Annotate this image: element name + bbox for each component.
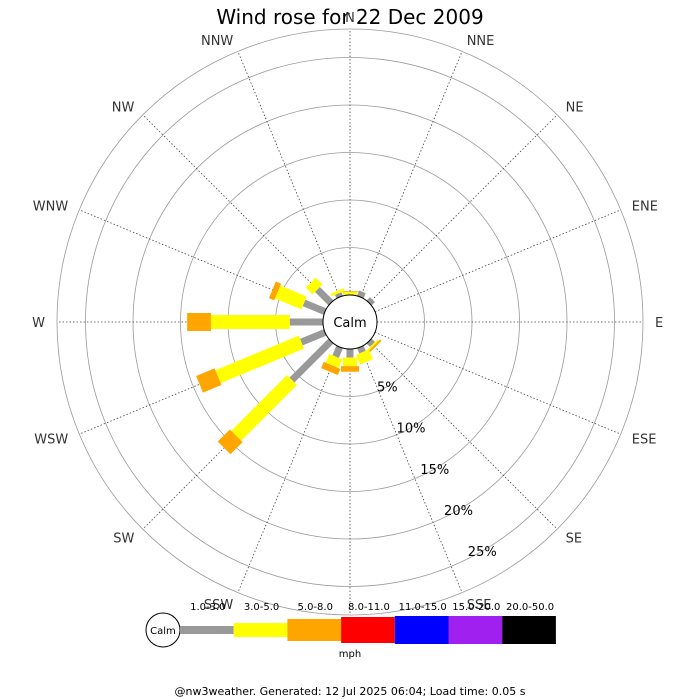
speed-legend: Calm 1.0-3.0 3.0-5.0 5.0-8.0 8.0-11.0 11.0-15… — [145, 602, 556, 660]
spoke-sw — [142, 340, 332, 530]
legend-swatch-0 — [180, 626, 234, 634]
direction-label-nnw: NNW — [201, 34, 233, 49]
legend-unit: mph — [339, 649, 361, 660]
direction-label-nw: NW — [112, 100, 135, 115]
ring-label: 20% — [444, 504, 473, 519]
direction-label-w: W — [32, 316, 45, 331]
legend-swatch-1 — [233, 623, 288, 637]
ring-5 — [85, 57, 615, 587]
direction-label-ese: ESE — [632, 433, 657, 448]
bar-sse-0 — [357, 345, 366, 354]
direction-label-nne: NNE — [467, 34, 495, 49]
chart-labels: 5%10%15%20%25%NNNENEENEEESESESSESSSWSWWS… — [32, 11, 663, 636]
legend-label-6: 20.0-50.0 — [506, 602, 554, 613]
legend-label-4: 11.0-15.0 — [399, 602, 447, 613]
bar-wnw-2 — [268, 281, 282, 301]
bar-sw-1 — [231, 375, 297, 441]
bar-nnw-0 — [334, 292, 343, 299]
direction-label-n: N — [345, 11, 355, 26]
bar-wsw-2 — [196, 368, 222, 393]
ring-label: 10% — [397, 422, 426, 437]
spoke-ssw — [237, 346, 341, 593]
bar-ssw-1 — [325, 353, 343, 369]
calm-label: Calm — [333, 316, 366, 331]
bar-wnw-1 — [274, 285, 307, 310]
bar-se-2 — [367, 339, 382, 354]
bar-sw-2 — [217, 429, 243, 455]
legend-swatch-2 — [287, 619, 342, 641]
direction-label-se: SE — [566, 532, 582, 547]
ring-label: 5% — [377, 381, 398, 396]
legend-calm-label: Calm — [150, 626, 176, 637]
legend-swatch-5 — [448, 616, 503, 644]
legend-label-2: 5.0-8.0 — [298, 602, 333, 613]
legend-label-3: 8.0-11.0 — [348, 602, 390, 613]
legend-label-0: 1.0-3.0 — [190, 602, 225, 613]
spoke-nnw — [237, 51, 341, 298]
direction-label-ssw: SSW — [204, 598, 234, 613]
direction-label-sse: SSE — [467, 598, 492, 613]
calm-circle-group: Calm — [322, 294, 378, 350]
legend-swatch-3 — [341, 617, 395, 643]
direction-label-wsw: WSW — [34, 433, 68, 448]
bar-nnw-1 — [330, 288, 345, 297]
spoke-wnw — [79, 209, 326, 313]
legend-swatch-4 — [394, 616, 449, 644]
direction-label-ene: ENE — [632, 199, 658, 214]
bar-se-0 — [366, 338, 375, 347]
spoke-nne — [359, 51, 463, 298]
bar-wnw-0 — [302, 299, 327, 315]
bar-nne-0 — [357, 290, 366, 299]
spoke-wsw — [79, 331, 326, 435]
direction-label-sw: SW — [113, 532, 134, 547]
direction-label-e: E — [655, 316, 663, 331]
chart-grid — [56, 28, 644, 616]
legend-label-5: 15.0-20.0 — [452, 602, 500, 613]
spoke-ne — [368, 114, 558, 304]
bar-sse-1 — [356, 349, 373, 365]
calm-circle — [322, 294, 378, 350]
ring-label: 15% — [420, 463, 449, 478]
bar-se-1 — [367, 339, 379, 351]
bar-sw-0 — [289, 338, 334, 383]
outer-ring — [56, 28, 644, 616]
chart-footer: @nw3weather. Generated: 12 Jul 2025 06:0… — [175, 685, 526, 698]
chart-bars — [187, 277, 382, 455]
spoke-ese — [374, 331, 621, 435]
spoke-ene — [374, 209, 621, 313]
bar-nw-1 — [305, 277, 323, 295]
legend-label-1: 3.0-5.0 — [244, 602, 279, 613]
spoke-nw — [142, 114, 332, 304]
bar-nw-0 — [314, 286, 334, 306]
bar-ssw-0 — [332, 345, 343, 358]
legend-swatch-6 — [502, 616, 556, 644]
direction-label-wnw: WNW — [33, 199, 69, 214]
direction-label-ne: NE — [566, 100, 584, 115]
bar-wsw-0 — [300, 329, 327, 346]
spoke-se — [368, 340, 558, 530]
bar-ne-0 — [366, 297, 375, 306]
chart-title: Wind rose for 22 Dec 2009 — [216, 5, 483, 29]
ring-label: 25% — [468, 545, 497, 560]
spoke-sse — [359, 346, 463, 593]
ring-3 — [180, 152, 520, 492]
bar-wsw-1 — [215, 335, 305, 384]
bar-ssw-2 — [321, 361, 341, 375]
